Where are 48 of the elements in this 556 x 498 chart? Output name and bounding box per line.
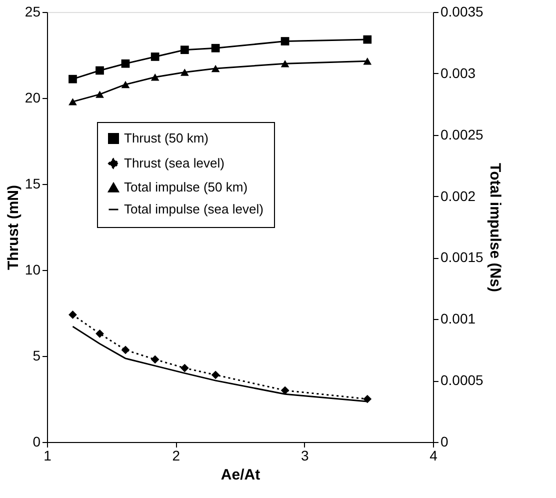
point xyxy=(180,364,189,372)
point xyxy=(150,73,160,81)
y2-tick-label: 0.0035 xyxy=(440,4,484,20)
point xyxy=(96,66,104,75)
y-tick-label: 10 xyxy=(24,262,41,278)
x-tick-label: 2 xyxy=(172,448,180,464)
legend-label: Thrust (50 km) xyxy=(124,130,209,146)
y-tick-label: 0 xyxy=(32,434,41,450)
y-tick-label: 25 xyxy=(24,4,41,20)
point xyxy=(150,52,160,61)
legend-label: Total impulse (50 km) xyxy=(124,180,248,194)
point xyxy=(211,64,220,72)
legend-label: Thrust (sea level) xyxy=(124,156,224,170)
point xyxy=(150,355,160,364)
y-tick-label: 5 xyxy=(32,348,41,364)
point xyxy=(68,310,77,319)
point xyxy=(121,59,130,68)
point xyxy=(363,35,372,44)
y2-tick-label: 0.002 xyxy=(440,188,476,204)
y-axis-title: Thrust (mN) xyxy=(4,185,22,270)
y2-tick-label: 0.0025 xyxy=(440,126,484,142)
point xyxy=(121,80,130,88)
point xyxy=(180,68,189,76)
point xyxy=(96,90,104,98)
point xyxy=(211,44,220,52)
y-tick-label: 15 xyxy=(24,176,41,192)
x-tick-label: 1 xyxy=(44,448,52,464)
y2-axis-title: Total impulse (Ns) xyxy=(486,163,504,292)
point xyxy=(180,46,189,54)
legend-label: Total impulse (sea level) xyxy=(124,202,264,216)
point xyxy=(68,74,77,84)
point xyxy=(211,370,220,380)
point xyxy=(363,394,372,404)
y2-tick-label: 0.0005 xyxy=(440,372,484,388)
point xyxy=(363,58,372,65)
y-tick-label: 20 xyxy=(24,90,41,106)
x-tick-label: 4 xyxy=(430,448,438,464)
point xyxy=(121,346,130,354)
point xyxy=(68,98,77,106)
point xyxy=(280,60,290,68)
point xyxy=(280,37,290,46)
x-tick-label: 3 xyxy=(300,448,309,464)
y2-tick-label: 0.001 xyxy=(440,310,476,327)
y2-tick-label: 0 xyxy=(440,434,448,450)
x-axis-title: Ae/At xyxy=(220,466,260,484)
point xyxy=(96,329,104,338)
y2-tick-label: 0.003 xyxy=(440,64,476,81)
y2-tick-label: 0.0015 xyxy=(440,249,484,266)
